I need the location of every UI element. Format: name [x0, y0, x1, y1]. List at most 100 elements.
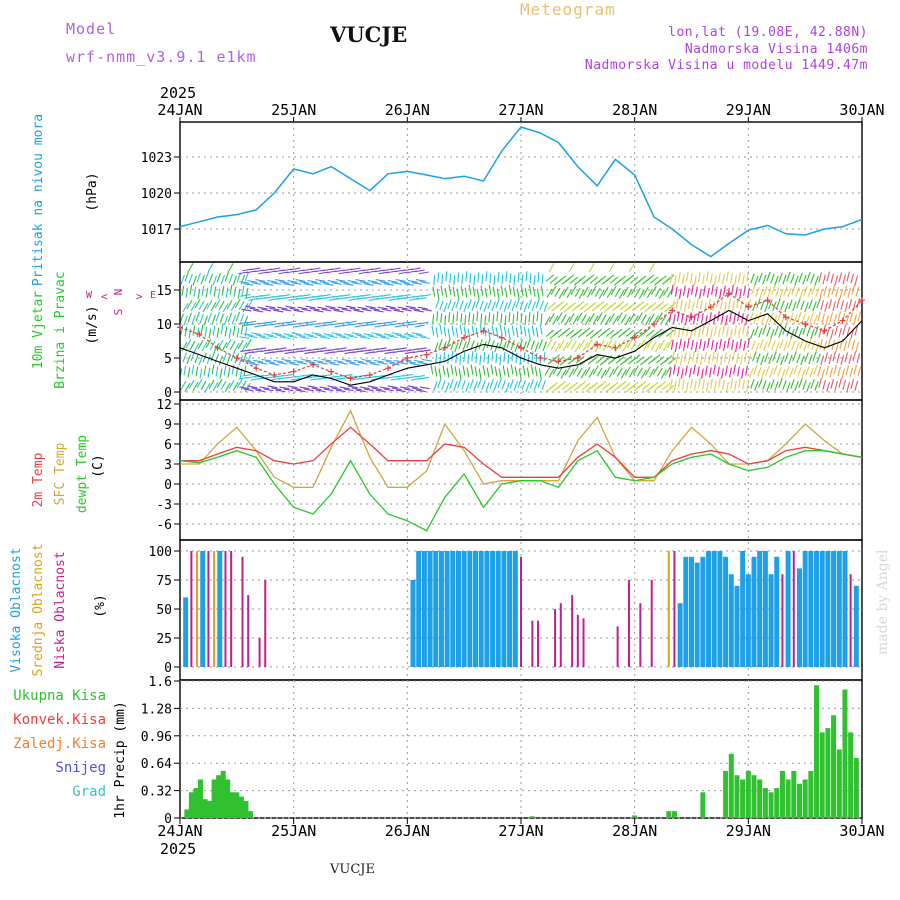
- wind-arrow: [333, 309, 344, 313]
- wind-arrow: [738, 272, 741, 283]
- precip-bar: [762, 788, 768, 818]
- wind-arrow: [714, 325, 717, 336]
- wind-arrow: [563, 355, 573, 363]
- wind-arrow: [339, 386, 350, 390]
- wind-arrow: [624, 366, 631, 376]
- wind-arrow: [510, 364, 514, 375]
- wind-arrow: [602, 286, 609, 296]
- wind-arrow: [599, 303, 609, 311]
- wind-arrow: [766, 326, 771, 337]
- wind-arrow: [187, 312, 192, 323]
- wind-arrow: [341, 308, 352, 312]
- wind-arrow: [270, 267, 281, 271]
- wind-arrow: [695, 297, 699, 308]
- wind-arrow: [219, 368, 223, 379]
- cloud-bar-low: [230, 551, 233, 667]
- wind-arrow: [750, 273, 755, 284]
- wind-arrow: [516, 311, 519, 322]
- wind-arrow: [353, 359, 364, 363]
- wind-arrow: [373, 359, 384, 363]
- gust-marker: [177, 324, 183, 331]
- wind-arrow: [296, 347, 307, 351]
- wind-arrow: [612, 315, 619, 325]
- wind-arrow: [590, 285, 597, 295]
- wind-arrow: [527, 328, 531, 339]
- wind-arrow: [371, 282, 382, 285]
- wind-arrow: [479, 324, 483, 335]
- wind-arrow: [243, 315, 249, 326]
- wind-arrow: [395, 334, 406, 338]
- wind-arrow: [481, 380, 486, 390]
- wind-arrow: [696, 311, 700, 322]
- wind-arrow: [567, 302, 577, 310]
- wind-arrow: [291, 282, 302, 285]
- wind-arrow: [420, 349, 431, 353]
- wind-arrow: [549, 381, 559, 390]
- wind-arrow: [488, 312, 491, 323]
- wind-arrow: [315, 389, 326, 393]
- wind-arrow: [471, 301, 476, 312]
- wind-arrow: [541, 274, 544, 285]
- wind-arrow: [357, 361, 368, 365]
- wind-arrow: [532, 286, 536, 297]
- wind-arrow: [437, 272, 440, 283]
- wind-arrow: [729, 367, 732, 378]
- wind-arrow: [336, 347, 347, 351]
- wind-arrow: [512, 286, 516, 297]
- wind-arrow: [761, 368, 766, 379]
- wind-arrow: [718, 327, 721, 338]
- wind-arrow: [656, 367, 663, 377]
- gust-marker: [764, 297, 771, 304]
- wind-arrow: [606, 338, 613, 349]
- precipitation-tick-label: 0: [164, 812, 172, 827]
- wind-arrow: [413, 309, 424, 313]
- wind-arrow: [494, 366, 498, 377]
- wind-arrow: [279, 386, 290, 390]
- wind-arrow: [467, 328, 471, 339]
- wind-arrow: [719, 338, 722, 349]
- wind-arrow: [373, 309, 384, 313]
- wind-arrow: [579, 303, 589, 311]
- wind-arrow: [779, 289, 784, 299]
- precip-bar: [848, 732, 854, 818]
- wind-arrow: [560, 369, 567, 379]
- wind-arrow: [367, 335, 378, 339]
- wind-arrow: [666, 274, 675, 282]
- wind-arrow: [746, 381, 749, 392]
- wind-arrow: [630, 285, 637, 295]
- wind-arrow: [291, 387, 302, 391]
- wind-arrow: [420, 294, 431, 297]
- wind-arrow: [623, 355, 633, 363]
- wind-arrow: [756, 298, 761, 309]
- wind-arrow: [477, 378, 482, 388]
- wind-arrow: [529, 273, 532, 284]
- wind-arrow: [801, 368, 806, 379]
- wind-arrow-field: [179, 263, 862, 393]
- wind-arrow: [609, 381, 619, 390]
- wind-arrow: [245, 360, 256, 364]
- wind-arrow: [596, 312, 603, 322]
- wind-arrow: [670, 339, 674, 350]
- wind-arrow: [363, 388, 374, 392]
- wind-arrow: [801, 313, 806, 324]
- wind-arrow: [455, 327, 459, 338]
- wind-arrow: [806, 326, 811, 337]
- wind-arrow: [656, 356, 665, 364]
- wind-arrow: [850, 378, 855, 389]
- wind-arrow: [714, 275, 717, 286]
- wind-arrow: [399, 336, 410, 340]
- wind-arrow: [632, 315, 639, 325]
- wind-arrow: [353, 309, 364, 313]
- wind-arrow: [441, 274, 444, 285]
- wind-arrow: [589, 276, 599, 284]
- cloud-bar-low: [673, 551, 676, 667]
- wind-arrow: [196, 378, 203, 388]
- wind-arrow: [756, 353, 761, 364]
- wind-arrow: [700, 313, 704, 324]
- wind-arrow: [646, 338, 653, 349]
- wind-arrow: [703, 352, 707, 363]
- wind-arrow: [615, 301, 625, 309]
- wind-arrow: [569, 381, 579, 390]
- wind-arrow: [692, 364, 696, 375]
- wind-arrow: [287, 335, 298, 339]
